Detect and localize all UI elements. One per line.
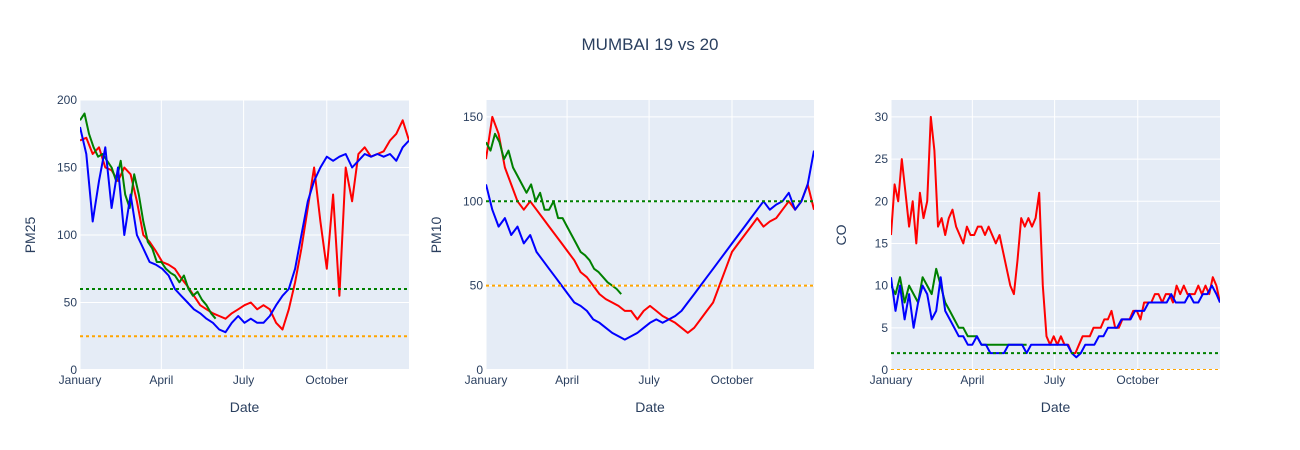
y-tick-label: 5 <box>881 321 888 335</box>
y-tick-label: 0 <box>476 363 483 377</box>
y-axis-title: PM25 <box>22 217 38 254</box>
x-tick-label: October <box>711 373 754 387</box>
series-line-2 <box>486 150 814 341</box>
y-tick-label: 10 <box>875 279 889 293</box>
x-tick-label: October <box>305 373 348 387</box>
y-axis-title: PM10 <box>428 217 444 254</box>
x-tick-label: April <box>149 373 173 387</box>
x-tick-label: January <box>59 373 102 387</box>
series-line-2 <box>80 126 409 334</box>
x-tick-label: July <box>638 373 659 387</box>
x-tick-label: October <box>1116 373 1159 387</box>
y-tick-label: 150 <box>463 110 483 124</box>
y-tick-label: 0 <box>70 363 77 377</box>
series-group <box>486 115 814 341</box>
y-tick-label: 0 <box>881 363 888 377</box>
y-tick-label: 100 <box>57 228 77 242</box>
y-tick-label: 20 <box>875 194 889 208</box>
series-group <box>891 115 1220 370</box>
x-tick-label: January <box>465 373 508 387</box>
series-line-0 <box>891 115 1220 355</box>
x-tick-label: January <box>870 373 913 387</box>
series-line-0 <box>486 115 814 334</box>
y-axis-title: CO <box>833 224 849 245</box>
series-group <box>80 112 409 338</box>
y-tick-label: 50 <box>470 279 484 293</box>
y-tick-label: 100 <box>463 194 483 208</box>
subplot-pm25: 0 50 100 150 200 January April July October Date P… <box>22 93 409 415</box>
subplot-co: 0 5 10 15 20 25 30 January April July October Date C… <box>833 100 1220 415</box>
series-line-1 <box>80 112 217 320</box>
x-tick-label: July <box>233 373 254 387</box>
x-axis-title: Date <box>1041 399 1071 415</box>
x-tick-label: April <box>960 373 984 387</box>
y-tick-label: 25 <box>875 152 889 166</box>
series-line-2 <box>891 276 1220 359</box>
y-tick-label: 15 <box>875 236 889 250</box>
series-line-0 <box>80 119 409 331</box>
subplot-pm10: 0 50 100 150 January April July October Date PM10 <box>428 100 814 415</box>
y-tick-label: 30 <box>875 110 889 124</box>
x-axis-title: Date <box>230 399 260 415</box>
x-tick-label: April <box>555 373 579 387</box>
x-tick-label: July <box>1044 373 1065 387</box>
plot-area <box>486 100 814 370</box>
y-tick-label: 150 <box>57 161 77 175</box>
chart-title: MUMBAI 19 vs 20 <box>582 35 719 54</box>
series-line-1 <box>891 267 1027 346</box>
plot-area <box>891 100 1220 370</box>
y-tick-label: 200 <box>57 93 77 107</box>
y-tick-label: 50 <box>64 296 78 310</box>
x-axis-title: Date <box>635 399 665 415</box>
